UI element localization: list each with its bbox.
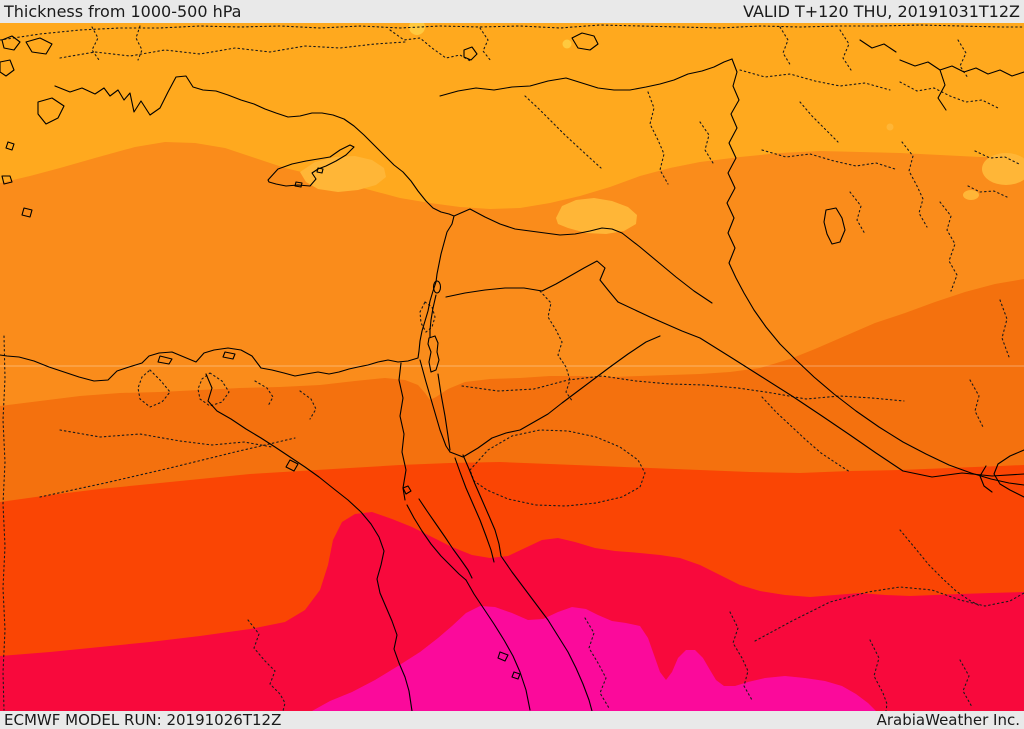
band-magenta <box>312 606 876 711</box>
island <box>5 141 15 151</box>
delta-lake <box>157 355 173 365</box>
admin-boundary <box>799 101 839 143</box>
admin-boundary <box>959 659 973 708</box>
lake-tuz <box>463 46 478 61</box>
admin-boundary <box>647 91 669 185</box>
admin-boundary <box>247 619 286 712</box>
admin-boundary <box>91 26 100 61</box>
nile-river <box>205 373 413 712</box>
dead-sea <box>427 335 440 373</box>
admin-boundary <box>584 617 610 709</box>
admin-boundary <box>39 437 296 498</box>
admin-boundary <box>839 29 852 71</box>
border-segment <box>859 39 897 53</box>
border-syria-jordan <box>445 260 619 303</box>
suez-canal <box>398 362 407 501</box>
delta-lake <box>222 351 236 360</box>
geography-lines <box>0 32 1024 712</box>
persian-gulf-coast <box>993 449 1024 498</box>
island <box>1 175 13 185</box>
border-syria-iraq <box>621 232 713 304</box>
bitter-lake <box>402 485 412 495</box>
admin-boundary <box>2 335 6 711</box>
border-saudi-iraq <box>617 301 1024 478</box>
lake-faiyum <box>285 459 299 472</box>
gulf-of-aqaba-west <box>454 457 495 563</box>
admin-boundary <box>761 149 896 170</box>
border-iran-iraq <box>726 58 1024 486</box>
lake-galilee <box>432 280 442 294</box>
admin-boundary <box>849 191 866 235</box>
border-turkey-caucasus <box>439 58 733 97</box>
red-sea-coast-egypt <box>465 579 531 711</box>
border-caucasus-segments <box>899 59 1024 77</box>
brand-label: ArabiaWeather Inc. <box>876 711 1020 729</box>
admin-boundary <box>389 29 473 63</box>
red-sea-coast-saudi <box>500 555 593 712</box>
footer-bar: ECMWF MODEL RUN: 20191026T12Z ArabiaWeat… <box>0 711 1024 729</box>
patch-light-syria <box>556 198 637 234</box>
gulf-of-suez-east <box>418 498 473 579</box>
patch-light-cyprus <box>300 156 386 192</box>
island <box>21 207 33 218</box>
border-israel-jordan <box>437 373 451 451</box>
admin-boundary <box>899 529 981 607</box>
spot-yellow-1 <box>409 19 425 35</box>
valid-time-label: VALID T+120 THU, 20191031T12Z <box>743 2 1020 21</box>
admin-boundary <box>197 372 230 407</box>
admin-boundary <box>729 611 753 701</box>
border-turkey-syria <box>453 208 623 236</box>
admin-boundary <box>479 27 492 62</box>
island-cyprus <box>267 144 355 187</box>
admin-boundary <box>299 390 317 420</box>
admin-boundary <box>974 150 1020 165</box>
admin-boundary <box>939 201 958 292</box>
admin-boundary <box>901 141 928 228</box>
patch-light-dot <box>886 123 894 131</box>
gulf-of-aqaba-east <box>462 454 502 557</box>
lake <box>316 167 324 174</box>
island <box>0 59 15 77</box>
border-jordan-saudi <box>449 335 661 458</box>
lake <box>294 181 303 188</box>
admin-boundary <box>899 81 999 109</box>
patch-light-east-2 <box>963 190 979 200</box>
spot-yellow-3 <box>562 39 572 49</box>
admin-boundary <box>524 95 602 169</box>
red-sea-island <box>511 671 521 680</box>
map-title: Thickness from 1000-500 hPa <box>4 2 242 21</box>
jordan-river <box>429 294 437 338</box>
admin-boundary <box>761 396 851 473</box>
border-armenia-iran <box>937 69 947 111</box>
admin-boundary <box>699 121 714 164</box>
gulf-of-suez-west <box>406 504 467 581</box>
admin-boundary <box>754 586 1024 642</box>
model-run-label: ECMWF MODEL RUN: 20191026T12Z <box>4 711 282 729</box>
island <box>1 35 21 51</box>
header-bar: Thickness from 1000-500 hPa VALID T+120 … <box>0 0 1024 23</box>
coastline-mediterranean <box>0 75 455 382</box>
admin-boundary <box>539 290 574 403</box>
admin-boundary <box>461 375 905 402</box>
admin-boundary <box>779 26 792 67</box>
red-sea-island <box>497 651 509 662</box>
lake-urmia <box>823 207 846 245</box>
admin-boundary <box>969 379 984 428</box>
admin-boundary <box>137 369 171 408</box>
persian-gulf-squiggle <box>979 465 993 493</box>
admin-boundary <box>254 380 274 407</box>
admin-boundary <box>739 69 891 91</box>
border-egypt-israel <box>419 359 451 453</box>
island-rhodes <box>37 97 65 125</box>
admin-boundary <box>999 299 1010 358</box>
admin-boundary <box>135 25 143 61</box>
admin-boundary <box>59 429 273 448</box>
lake-van <box>571 32 599 51</box>
admin-boundary <box>59 41 406 59</box>
island <box>25 37 53 55</box>
